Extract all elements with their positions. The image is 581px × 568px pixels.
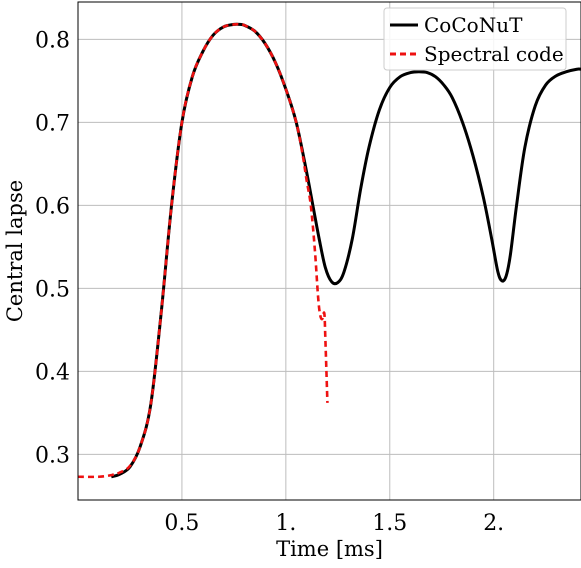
y-axis-title: Central lapse [3, 180, 27, 322]
y-tick-label: 0.5 [35, 277, 70, 302]
grid [78, 2, 581, 500]
series-layer [78, 22, 581, 479]
legend-label-spectral-code: Spectral code [424, 42, 564, 66]
y-tick-label: 0.7 [35, 111, 70, 136]
legend: CoCoNuT Spectral code [383, 7, 567, 71]
x-tick-label: 2. [483, 511, 504, 536]
legend-box [383, 7, 567, 71]
y-tick-label: 0.8 [35, 28, 70, 53]
x-tick-label: 0.5 [164, 511, 199, 536]
tick-labels: 0.5 1. 1.5 2. 0.3 0.4 0.5 0.6 0.7 0.8 [35, 28, 504, 536]
y-tick-label: 0.3 [35, 443, 70, 468]
x-axis-title: Time [ms] [276, 537, 383, 561]
series-line-spectral-code [78, 22, 329, 479]
x-tick-label: 1.5 [372, 511, 407, 536]
y-tick-label: 0.6 [35, 194, 70, 219]
legend-label-coconut: CoCoNuT [424, 13, 523, 37]
y-tick-label: 0.4 [35, 360, 70, 385]
x-tick-label: 1. [275, 511, 296, 536]
plot-frame [77, 1, 581, 501]
